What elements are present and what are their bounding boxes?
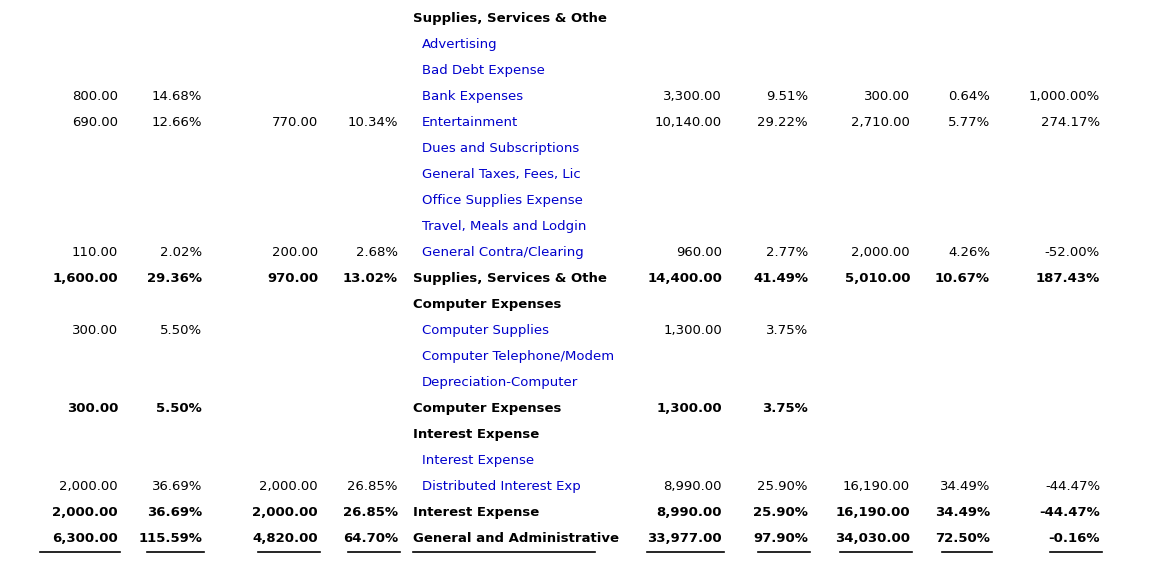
Text: 16,190.00: 16,190.00 bbox=[842, 480, 909, 493]
Text: 29.22%: 29.22% bbox=[758, 116, 808, 129]
Text: 16,190.00: 16,190.00 bbox=[835, 506, 909, 519]
Text: Bank Expenses: Bank Expenses bbox=[422, 90, 523, 103]
Text: 2,710.00: 2,710.00 bbox=[851, 116, 909, 129]
Text: Office Supplies Expense: Office Supplies Expense bbox=[422, 194, 583, 207]
Text: 960.00: 960.00 bbox=[676, 246, 721, 259]
Text: 5,010.00: 5,010.00 bbox=[845, 272, 909, 285]
Text: 72.50%: 72.50% bbox=[935, 532, 991, 545]
Text: General Contra/Clearing: General Contra/Clearing bbox=[422, 246, 584, 259]
Text: Bad Debt Expense: Bad Debt Expense bbox=[422, 64, 545, 77]
Text: Interest Expense: Interest Expense bbox=[412, 506, 539, 519]
Text: Computer Expenses: Computer Expenses bbox=[412, 298, 562, 311]
Text: 8,990.00: 8,990.00 bbox=[664, 480, 721, 493]
Text: Advertising: Advertising bbox=[422, 38, 498, 51]
Text: -52.00%: -52.00% bbox=[1045, 246, 1100, 259]
Text: 274.17%: 274.17% bbox=[1041, 116, 1100, 129]
Text: 2,000.00: 2,000.00 bbox=[253, 506, 318, 519]
Text: Travel, Meals and Lodgin: Travel, Meals and Lodgin bbox=[422, 220, 586, 233]
Text: 36.69%: 36.69% bbox=[152, 480, 202, 493]
Text: 13.02%: 13.02% bbox=[343, 272, 398, 285]
Text: 29.36%: 29.36% bbox=[147, 272, 202, 285]
Text: 26.85%: 26.85% bbox=[348, 480, 398, 493]
Text: General Taxes, Fees, Lic: General Taxes, Fees, Lic bbox=[422, 168, 580, 181]
Text: 10,140.00: 10,140.00 bbox=[654, 116, 721, 129]
Text: -44.47%: -44.47% bbox=[1039, 506, 1100, 519]
Text: 97.90%: 97.90% bbox=[753, 532, 808, 545]
Text: 36.69%: 36.69% bbox=[147, 506, 202, 519]
Text: 1,300.00: 1,300.00 bbox=[663, 324, 721, 337]
Text: 2,000.00: 2,000.00 bbox=[60, 480, 118, 493]
Text: 690.00: 690.00 bbox=[72, 116, 118, 129]
Text: 300.00: 300.00 bbox=[72, 324, 118, 337]
Text: Interest Expense: Interest Expense bbox=[422, 454, 535, 467]
Text: 2.02%: 2.02% bbox=[160, 246, 202, 259]
Text: 4.26%: 4.26% bbox=[948, 246, 991, 259]
Text: 2.77%: 2.77% bbox=[766, 246, 808, 259]
Text: 34.49%: 34.49% bbox=[940, 480, 991, 493]
Text: 110.00: 110.00 bbox=[72, 246, 118, 259]
Text: 970.00: 970.00 bbox=[267, 272, 318, 285]
Text: 8,990.00: 8,990.00 bbox=[657, 506, 721, 519]
Text: Computer Supplies: Computer Supplies bbox=[422, 324, 549, 337]
Text: 1,300.00: 1,300.00 bbox=[657, 402, 721, 415]
Text: 5.50%: 5.50% bbox=[160, 324, 202, 337]
Text: 115.59%: 115.59% bbox=[139, 532, 202, 545]
Text: 4,820.00: 4,820.00 bbox=[253, 532, 318, 545]
Text: 1,000.00%: 1,000.00% bbox=[1029, 90, 1100, 103]
Text: 300.00: 300.00 bbox=[864, 90, 909, 103]
Text: 10.67%: 10.67% bbox=[935, 272, 991, 285]
Text: 2.68%: 2.68% bbox=[356, 246, 398, 259]
Text: -0.16%: -0.16% bbox=[1048, 532, 1100, 545]
Text: Supplies, Services & Othe: Supplies, Services & Othe bbox=[412, 12, 606, 25]
Text: 34.49%: 34.49% bbox=[935, 506, 991, 519]
Text: 187.43%: 187.43% bbox=[1035, 272, 1100, 285]
Text: Computer Expenses: Computer Expenses bbox=[412, 402, 562, 415]
Text: Depreciation-Computer: Depreciation-Computer bbox=[422, 376, 578, 389]
Text: 41.49%: 41.49% bbox=[753, 272, 808, 285]
Text: Interest Expense: Interest Expense bbox=[412, 428, 539, 441]
Text: 12.66%: 12.66% bbox=[152, 116, 202, 129]
Text: 14.68%: 14.68% bbox=[152, 90, 202, 103]
Text: 200.00: 200.00 bbox=[271, 246, 318, 259]
Text: 14,400.00: 14,400.00 bbox=[647, 272, 721, 285]
Text: 800.00: 800.00 bbox=[72, 90, 118, 103]
Text: 6,300.00: 6,300.00 bbox=[52, 532, 118, 545]
Text: 34,030.00: 34,030.00 bbox=[835, 532, 909, 545]
Text: Dues and Subscriptions: Dues and Subscriptions bbox=[422, 142, 579, 155]
Text: 2,000.00: 2,000.00 bbox=[260, 480, 318, 493]
Text: Computer Telephone/Modem: Computer Telephone/Modem bbox=[422, 350, 615, 363]
Text: 5.50%: 5.50% bbox=[156, 402, 202, 415]
Text: -44.47%: -44.47% bbox=[1045, 480, 1100, 493]
Text: 300.00: 300.00 bbox=[67, 402, 118, 415]
Text: 9.51%: 9.51% bbox=[766, 90, 808, 103]
Text: 25.90%: 25.90% bbox=[758, 480, 808, 493]
Text: 2,000.00: 2,000.00 bbox=[852, 246, 909, 259]
Text: 5.77%: 5.77% bbox=[948, 116, 991, 129]
Text: Entertainment: Entertainment bbox=[422, 116, 518, 129]
Text: 3,300.00: 3,300.00 bbox=[663, 90, 721, 103]
Text: General and Administrative: General and Administrative bbox=[412, 532, 619, 545]
Text: 10.34%: 10.34% bbox=[348, 116, 398, 129]
Text: 64.70%: 64.70% bbox=[343, 532, 398, 545]
Text: 26.85%: 26.85% bbox=[343, 506, 398, 519]
Text: 3.75%: 3.75% bbox=[763, 402, 808, 415]
Text: 1,600.00: 1,600.00 bbox=[53, 272, 118, 285]
Text: 25.90%: 25.90% bbox=[753, 506, 808, 519]
Text: Supplies, Services & Othe: Supplies, Services & Othe bbox=[412, 272, 606, 285]
Text: 770.00: 770.00 bbox=[271, 116, 318, 129]
Text: Distributed Interest Exp: Distributed Interest Exp bbox=[422, 480, 580, 493]
Text: 33,977.00: 33,977.00 bbox=[647, 532, 721, 545]
Text: 3.75%: 3.75% bbox=[766, 324, 808, 337]
Text: 0.64%: 0.64% bbox=[948, 90, 991, 103]
Text: 2,000.00: 2,000.00 bbox=[53, 506, 118, 519]
